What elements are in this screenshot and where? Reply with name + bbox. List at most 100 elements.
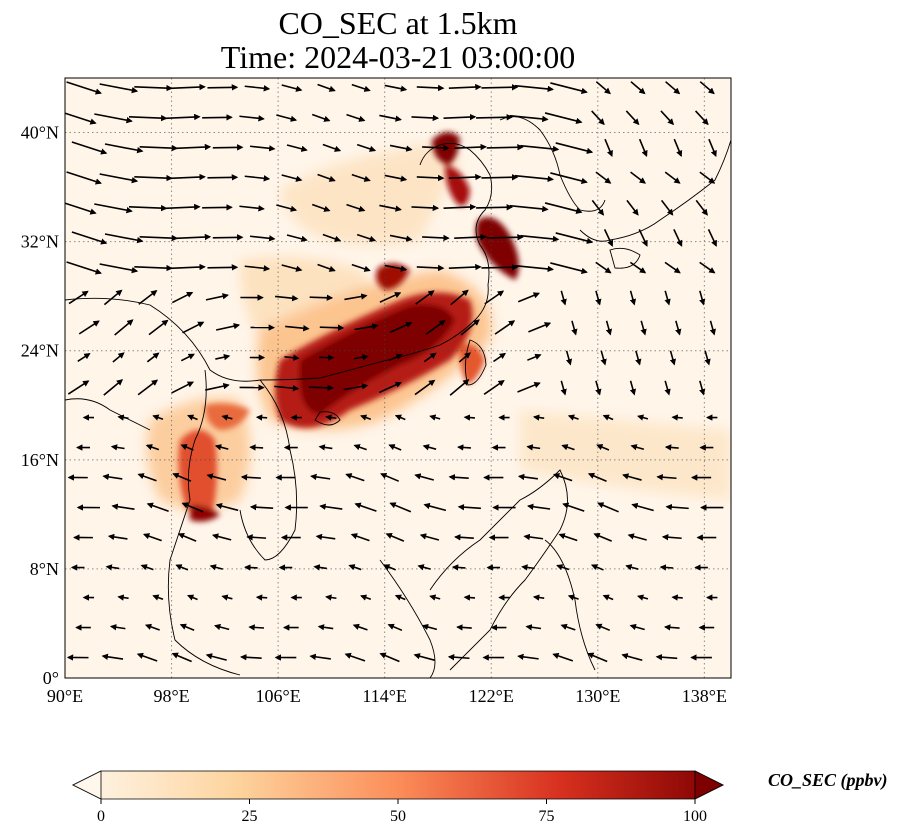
wind-arrow <box>622 473 642 481</box>
wind-arrow <box>664 171 681 184</box>
wind-arrow <box>596 444 610 451</box>
wind-arrow <box>136 652 158 662</box>
wind-arrow <box>311 113 331 122</box>
wind-arrow <box>597 502 619 513</box>
wind-arrow <box>544 202 583 215</box>
wind-arrow <box>565 350 573 366</box>
wind-arrow <box>351 263 371 272</box>
wind-arrow <box>411 204 440 212</box>
wind-arrow <box>595 81 611 95</box>
wind-arrow <box>274 385 300 392</box>
wind-arrow <box>172 472 192 482</box>
wind-arrow <box>140 564 154 571</box>
wind-arrow <box>456 624 472 631</box>
wind-arrow <box>152 414 164 421</box>
wind-arrow <box>249 235 276 242</box>
wind-arrow <box>555 142 594 155</box>
wind-arrow <box>249 444 264 451</box>
wind-arrow <box>205 382 230 391</box>
wind-arrow <box>344 293 368 301</box>
wind-arrow <box>517 473 539 481</box>
wind-arrow <box>587 652 608 663</box>
wind-arrow <box>144 623 160 631</box>
wind-arrow <box>384 84 408 92</box>
wind-arrow <box>182 321 205 334</box>
wind-arrow <box>142 533 162 542</box>
lon-tick-label: 122°E <box>469 686 514 706</box>
concentration-field <box>146 131 731 522</box>
wind-arrow <box>211 533 232 541</box>
lat-tick-label: 16°N <box>21 450 59 470</box>
wind-arrow <box>417 564 431 571</box>
wind-arrow <box>694 110 709 126</box>
wind-arrow <box>699 380 706 396</box>
wind-arrow <box>509 204 549 213</box>
wind-arrow <box>171 652 192 663</box>
wind-arrow <box>421 623 438 631</box>
wind-arrow <box>313 564 327 571</box>
wind-arrow <box>561 444 575 451</box>
lat-tick-label: 0° <box>43 668 59 688</box>
wind-arrow <box>425 319 446 336</box>
wind-arrow <box>240 474 261 481</box>
wind-arrow <box>212 144 244 151</box>
wind-arrow <box>244 564 258 571</box>
lat-tick-label: 24°N <box>21 341 59 361</box>
wind-arrow <box>354 323 379 331</box>
wind-arrow <box>590 564 604 571</box>
wind-arrow <box>212 234 244 241</box>
wind-arrow <box>476 204 514 211</box>
wind-arrow <box>556 564 570 571</box>
wind-arrow <box>345 473 365 482</box>
wind-arrow <box>284 354 300 361</box>
wind-arrow <box>281 174 303 182</box>
wind-arrow <box>202 114 233 121</box>
wind-arrow <box>65 112 97 125</box>
wind-arrow <box>591 110 605 126</box>
wind-arrow <box>134 174 173 182</box>
wind-arrow <box>170 263 206 271</box>
wind-arrow <box>416 84 445 92</box>
colorbar-tick-label: 75 <box>539 808 555 825</box>
wind-arrow <box>525 624 542 631</box>
wind-arrow <box>394 414 406 421</box>
wind-arrow <box>595 290 602 306</box>
colorbar-label: CO_SEC (ppbv) <box>768 770 888 790</box>
wind-arrow <box>360 594 372 601</box>
wind-arrow <box>514 84 554 93</box>
wind-arrow <box>553 473 573 482</box>
wind-arrow <box>415 290 435 305</box>
wind-arrow <box>128 204 168 212</box>
wind-arrow <box>664 444 679 451</box>
wind-arrow <box>171 381 194 394</box>
wind-arrow <box>350 533 370 542</box>
map-title: CO_SEC at 1.5km Time: 2024-03-21 03:00:0… <box>65 6 731 74</box>
wind-arrow <box>244 265 271 272</box>
wind-arrow <box>708 138 717 158</box>
wind-arrow <box>552 652 574 662</box>
wind-arrow <box>66 81 102 95</box>
wind-arrow <box>276 114 298 122</box>
lon-tick-label: 130°E <box>575 686 620 706</box>
wind-arrow <box>255 594 268 601</box>
wind-arrow <box>699 171 716 184</box>
map-frame <box>64 77 732 679</box>
wind-arrow <box>384 264 408 272</box>
wind-arrow <box>383 564 396 571</box>
wind-arrow <box>423 502 447 512</box>
wind-arrow <box>246 534 267 541</box>
wind-arrow <box>638 229 648 247</box>
wind-arrow <box>627 533 647 541</box>
wind-arrow <box>560 290 567 306</box>
wind-arrow <box>146 352 160 363</box>
wind-arrow <box>318 444 333 451</box>
wind-arrow <box>175 233 212 241</box>
wind-arrow <box>560 380 567 396</box>
wind-arrow <box>274 294 299 302</box>
wind-arrow <box>709 320 716 336</box>
wind-arrow <box>240 654 262 661</box>
wind-arrow <box>448 173 482 181</box>
wind-arrow <box>457 503 481 511</box>
wind-arrow <box>317 624 334 631</box>
wind-arrow <box>249 145 276 152</box>
